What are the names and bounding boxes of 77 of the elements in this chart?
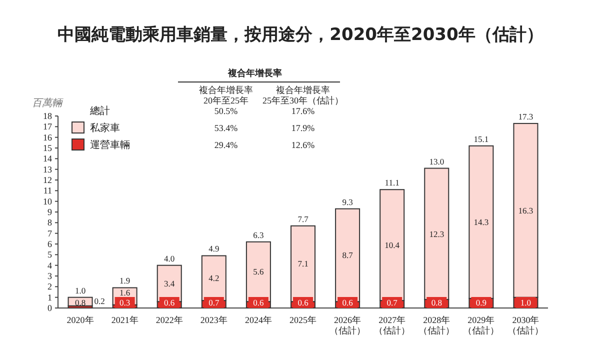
legend-label: 私家車 — [90, 122, 120, 134]
data-label: 0.9 — [476, 298, 486, 308]
y-axis-title: 百萬輛 — [32, 97, 64, 109]
data-label: 0.6 — [298, 298, 308, 308]
chart-title: 中國純電動乘用車銷量，按用途分，2020年至2030年（估計） — [58, 25, 544, 45]
x-tick-label: 2025年 — [290, 315, 316, 325]
y-tick-label: 12 — [43, 175, 52, 185]
data-label: 12.3 — [429, 228, 444, 239]
y-tick-label: 8 — [48, 218, 52, 228]
x-tick-label: 2027年（估計） — [374, 315, 410, 336]
data-label: 0.6 — [164, 298, 175, 308]
y-tick-label: 3 — [48, 271, 52, 281]
y-tick-label: 13 — [43, 164, 52, 174]
y-tick-label: 6 — [48, 239, 52, 249]
x-tick-label: 2024年 — [244, 315, 272, 325]
total-label: 17.3 — [518, 111, 534, 122]
annotation: 總計 — [89, 105, 110, 117]
annotation: 17.6% — [291, 106, 316, 116]
total-label: 7.7 — [298, 214, 308, 224]
total-label: 4.9 — [208, 244, 220, 254]
y-tick-label: 2 — [48, 282, 52, 292]
data-label: 1.6 — [120, 288, 130, 298]
annotation: 12.6% — [291, 140, 316, 150]
annotation: 29.4% — [214, 140, 238, 150]
data-label: 0.6 — [342, 298, 353, 308]
annotation: 53.4% — [214, 123, 238, 133]
legend-label: 運營車輛 — [90, 139, 130, 151]
data-label: 0.8 — [74, 297, 86, 308]
y-tick-label: 10 — [43, 196, 52, 206]
y-tick-label: 18 — [43, 111, 52, 121]
total-label: 15.1 — [474, 134, 489, 144]
annotation: 50.5% — [214, 106, 238, 116]
y-tick-label: 5 — [48, 250, 52, 260]
y-tick-label: 0 — [48, 303, 52, 313]
x-tick-label: 2030年（估計） — [508, 315, 544, 336]
y-tick-label: 17 — [43, 122, 52, 132]
data-label: 10.4 — [384, 240, 400, 250]
total-label: 1.9 — [120, 276, 130, 286]
total-label: 6.3 — [253, 230, 264, 240]
total-label: 11.1 — [384, 178, 400, 188]
data-label: 3.4 — [164, 278, 176, 288]
data-label: 0.8 — [431, 298, 442, 308]
y-tick-label: 16 — [43, 132, 52, 142]
data-label: 8.7 — [342, 250, 353, 260]
text: 複合年增長率 25年至30年（估計） — [262, 85, 344, 106]
x-tick-label: 2026年（估計） — [330, 315, 366, 336]
total-label: 13.0 — [429, 156, 444, 166]
x-tick-label: 2021年 — [111, 315, 138, 325]
data-label: 0.2 — [94, 296, 105, 306]
data-label: 0.3 — [120, 298, 130, 308]
total-label: 1.0 — [74, 285, 86, 296]
y-tick-label: 9 — [48, 207, 52, 217]
y-tick-label: 4 — [48, 260, 52, 270]
data-label: 16.3 — [518, 205, 534, 216]
data-label: 5.6 — [253, 266, 264, 277]
y-tick-label: 15 — [43, 143, 52, 153]
data-label: 4.2 — [208, 273, 220, 284]
text: 複合年增長率 — [227, 68, 282, 79]
y-tick-label: 7 — [48, 228, 52, 238]
x-tick-label: 2022年 — [156, 315, 183, 325]
total-label: 9.3 — [342, 196, 353, 207]
y-tick-label: 14 — [43, 154, 52, 164]
x-tick-label: 2029年（估計） — [463, 315, 500, 336]
total-label: 4.0 — [164, 253, 175, 264]
y-tick-label: 1 — [48, 292, 52, 302]
data-label: 1.0 — [520, 298, 532, 308]
annotation: 17.9% — [291, 123, 316, 133]
x-tick-label: 2020年 — [66, 315, 94, 325]
data-label: 0.7 — [386, 298, 398, 308]
data-label: 7.1 — [298, 258, 308, 269]
x-tick-label: 2023年 — [200, 315, 228, 325]
y-tick-label: 11 — [43, 186, 52, 196]
data-label: 14.3 — [474, 217, 489, 228]
x-tick-label: 2028年（估計） — [418, 315, 455, 336]
data-label: 0.6 — [253, 298, 264, 308]
data-label: 0.7 — [208, 298, 220, 308]
text: 複合年增長率 20年至25年 — [199, 85, 253, 106]
